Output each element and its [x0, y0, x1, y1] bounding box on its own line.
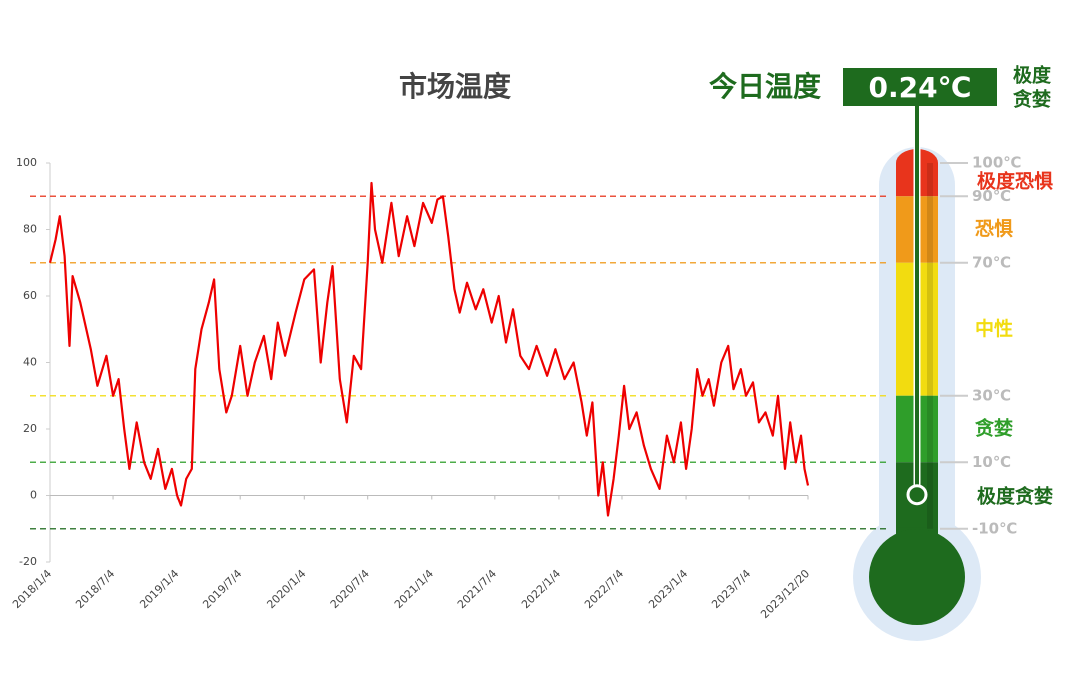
y-tick-label: 80 [23, 223, 37, 236]
zone-name: 极度恐惧 [977, 170, 1053, 193]
thermo-tick-label: -10℃ [972, 519, 1017, 537]
x-tick-label: 2018/1/4 [10, 567, 54, 611]
x-tick-label: 2021/7/4 [455, 567, 499, 611]
x-tick-label: 2018/7/4 [73, 567, 117, 611]
zone-name: 恐惧 [975, 218, 1013, 240]
zone-name: 中性 [975, 317, 1013, 340]
x-tick-label: 2019/7/4 [200, 567, 244, 611]
thermo-tick-label: 70℃ [972, 253, 1011, 271]
y-tick-label: 20 [23, 422, 37, 435]
tube-shine [927, 163, 933, 529]
y-tick-label: -20 [19, 555, 37, 568]
y-tick-label: 40 [23, 356, 37, 369]
zone-name: 贪婪 [974, 417, 1013, 440]
x-tick-label: 2020/7/4 [328, 567, 372, 611]
status-line: 极度 [1013, 64, 1052, 87]
zone-name: 极度贪婪 [977, 484, 1053, 507]
today-value: 0.24℃ [869, 71, 972, 104]
x-tick-label: 2020/1/4 [264, 567, 308, 611]
x-tick-label: 2021/1/4 [392, 567, 436, 611]
today-box [843, 68, 997, 106]
data-line [48, 181, 810, 517]
y-tick-label: 100 [16, 156, 37, 169]
x-tick-label: 2023/7/4 [709, 567, 753, 611]
thermo-tick-label: 10℃ [972, 453, 1011, 471]
bulb [869, 529, 965, 625]
x-tick-label: 2022/7/4 [582, 567, 626, 611]
y-tick-label: 0 [30, 489, 37, 502]
today-label: 今日温度 [709, 70, 821, 103]
y-tick-label: 60 [23, 289, 37, 302]
chart-title: 市场温度 [399, 70, 511, 103]
x-tick-label: 2022/1/4 [519, 567, 563, 611]
today-marker [906, 484, 928, 506]
x-tick-label: 2019/1/4 [137, 567, 181, 611]
thermo-tick-label: 100℃ [972, 154, 1021, 172]
thermo-tick-label: 90℃ [972, 187, 1011, 205]
status-line: 贪婪 [1012, 88, 1051, 111]
x-tick-label: 2023/1/4 [646, 567, 690, 611]
thermo-tick-label: 30℃ [972, 386, 1011, 404]
x-tick-label: 2023/12/20 [758, 567, 812, 621]
